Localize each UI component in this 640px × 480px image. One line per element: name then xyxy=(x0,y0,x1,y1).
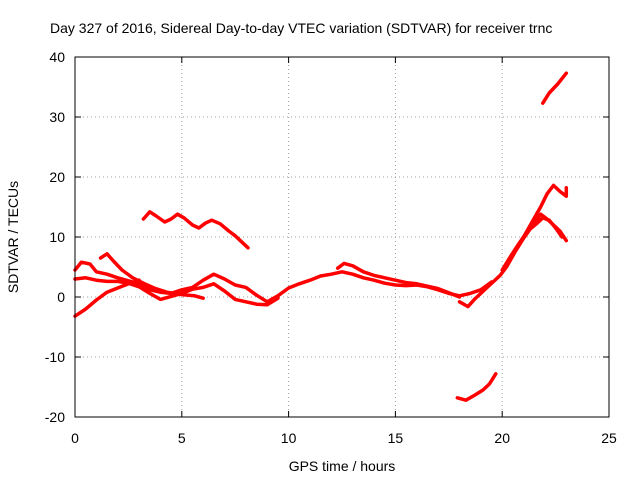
x-tick-label: 20 xyxy=(494,430,510,446)
series-line-track-11 xyxy=(455,372,498,402)
axis-ticks: 0 5 10 15 20 25 -20 -10 0 10 20 30 40 xyxy=(45,49,617,446)
data-series-group xyxy=(73,71,569,402)
x-tick-label: 10 xyxy=(281,430,297,446)
series-line-track-5 xyxy=(141,210,250,250)
y-tick-label: 0 xyxy=(57,289,65,305)
x-axis-label: GPS time / hours xyxy=(289,458,396,474)
y-axis-label: SDTVAR / TECUs xyxy=(5,181,21,293)
series-line-track-1 xyxy=(73,278,141,318)
y-tick-label: -10 xyxy=(45,349,65,365)
series-line-track-9 xyxy=(500,216,564,272)
x-tick-label: 25 xyxy=(601,430,617,446)
y-tick-label: -20 xyxy=(45,409,65,425)
series-line-track-10 xyxy=(541,71,569,105)
series-line-track-6 xyxy=(335,261,462,299)
series-line-track-4 xyxy=(98,252,205,300)
x-tick-label: 15 xyxy=(388,430,404,446)
y-tick-label: 30 xyxy=(49,109,65,125)
grid-lines xyxy=(75,57,609,417)
y-tick-label: 10 xyxy=(49,229,65,245)
y-tick-label: 40 xyxy=(49,49,65,65)
chart-title: Day 327 of 2016, Sidereal Day-to-day VTE… xyxy=(50,20,552,36)
x-tick-label: 0 xyxy=(71,430,79,446)
x-tick-label: 5 xyxy=(178,430,186,446)
y-tick-label: 20 xyxy=(49,169,65,185)
